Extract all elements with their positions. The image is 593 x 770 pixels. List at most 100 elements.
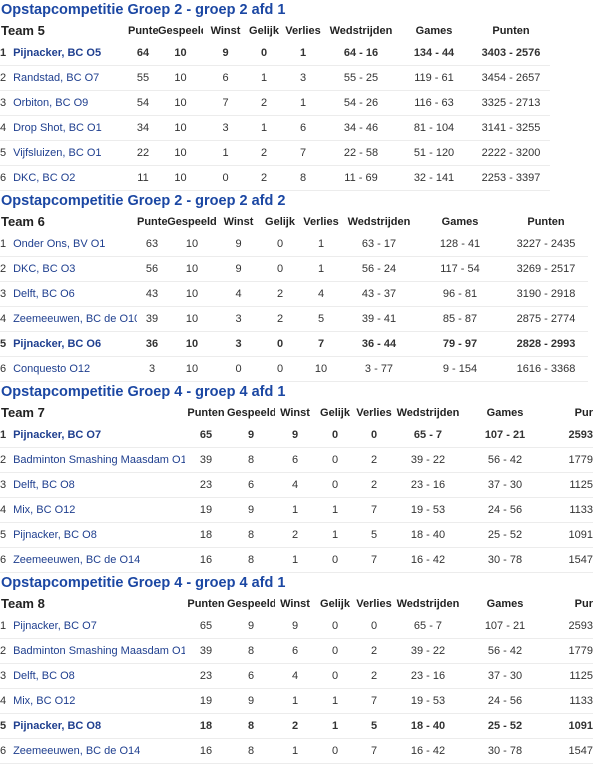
team-cell: 5 Pijnacker, BC O8 [0, 713, 185, 739]
rank-number: 3 [0, 670, 7, 682]
verlies-cell: 7 [280, 140, 326, 166]
team-link[interactable]: Pijnacker, BC O8 [13, 720, 102, 732]
team-cell: 5 Pijnacker, BC O6 [0, 331, 137, 357]
table-row: 5 Pijnacker, BC O8 18 8 2 1 5 18 - 40 25 - 52 10… [0, 713, 593, 739]
team-link[interactable]: Zeemeeuwen, BC de O14 [13, 745, 141, 757]
team-link[interactable]: Pijnacker, BC O5 [13, 47, 102, 59]
punten-cell: 54 [128, 90, 158, 116]
punten-cell: 63 [137, 232, 167, 257]
team-link[interactable]: Badminton Smashing Maasdam O1 [13, 645, 185, 657]
table-row: 2 DKC, BC O3 56 10 9 0 1 56 - 24 117 - 54 3269 -… [0, 256, 588, 282]
table-row: 6 Conquesto O12 3 10 0 0 10 3 - 77 9 - 154 1616 … [0, 356, 588, 382]
rank-number: 2 [0, 645, 7, 657]
team-cell: 5 Pijnacker, BC O8 [0, 522, 185, 548]
wedstrijden-cell: 64 - 16 [326, 41, 396, 66]
table-row: 4 Mix, BC O12 19 9 1 1 7 19 - 53 24 - 56 1133 [0, 688, 593, 714]
team-label: Team 6 [1, 214, 45, 229]
gelijk-cell: 2 [248, 140, 280, 166]
winst-cell: 4 [217, 281, 260, 307]
team-link[interactable]: Pijnacker, BC O8 [13, 529, 97, 541]
gespeeld-cell: 10 [167, 281, 217, 307]
gelijk-cell: 2 [248, 90, 280, 116]
wedstrijden-cell: 23 - 16 [393, 472, 463, 498]
competition-title[interactable]: Opstapcompetitie Groep 2 - groep 2 afd 2 [1, 193, 286, 209]
winst-cell: 4 [275, 663, 315, 689]
wedstrijden-cell: 19 - 53 [393, 688, 463, 714]
winst-cell: 1 [275, 547, 315, 573]
winst-cell: 7 [203, 90, 248, 116]
punten-cell: 65 [185, 423, 227, 448]
wedstrijden-cell: 65 - 7 [393, 423, 463, 448]
gespeeld-cell: 9 [227, 688, 275, 714]
column-header-punten: Punten [137, 215, 167, 228]
gespeeld-cell: 8 [227, 713, 275, 739]
winst-cell: 1 [275, 688, 315, 714]
team-link[interactable]: Drop Shot, BC O1 [13, 122, 102, 134]
team-link[interactable]: Delft, BC O6 [13, 288, 75, 300]
competition-title[interactable]: Opstapcompetitie Groep 2 - groep 2 afd 1 [1, 2, 286, 18]
gespeeld-cell: 6 [227, 663, 275, 689]
team-link[interactable]: Zeemeeuwen, BC de O10 [13, 313, 137, 325]
verlies-cell: 5 [355, 713, 393, 739]
team-link[interactable]: Pijnacker, BC O6 [13, 338, 102, 350]
team-link[interactable]: Mix, BC O12 [13, 504, 76, 516]
games-cell: 85 - 87 [416, 306, 504, 332]
rank-number: 1 [0, 47, 7, 59]
verlies-cell: 1 [300, 256, 342, 282]
punten-cell: 23 [185, 663, 227, 689]
team-link[interactable]: Delft, BC O8 [13, 479, 75, 491]
team-link[interactable]: Mix, BC O12 [13, 695, 76, 707]
gespeeld-cell: 10 [167, 232, 217, 257]
verlies-cell: 5 [300, 306, 342, 332]
team-link[interactable]: Orbiton, BC O9 [13, 97, 89, 109]
punten-cell: 18 [185, 522, 227, 548]
punten-cell: 56 [137, 256, 167, 282]
games-cell: 30 - 78 [463, 547, 547, 573]
team-link[interactable]: Onder Ons, BV O1 [13, 238, 106, 250]
gespeeld-cell: 10 [167, 256, 217, 282]
winst-cell: 3 [203, 115, 248, 141]
team-link[interactable]: Delft, BC O8 [13, 670, 75, 682]
games-cell: 9 - 154 [416, 356, 504, 382]
standings-table: Team 8 Punten Gespeeld Winst Gelijk Verlies We… [0, 593, 593, 764]
winst-cell: 9 [217, 256, 260, 282]
column-header-gespeeld: Gespeeld [158, 24, 203, 37]
wedstrijden-cell: 3 - 77 [342, 356, 416, 382]
team-link[interactable]: Vijfsluizen, BC O1 [13, 147, 102, 159]
rank-number: 5 [0, 147, 7, 159]
games-cell: 117 - 54 [416, 256, 504, 282]
gespeeld-cell: 10 [167, 331, 217, 357]
competition-title[interactable]: Opstapcompetitie Groep 4 - groep 4 afd 1 [1, 384, 286, 400]
verlies-cell: 7 [355, 497, 393, 523]
team-link[interactable]: Pijnacker, BC O7 [13, 429, 102, 441]
rank-number: 1 [0, 429, 7, 441]
games-cell: 25 - 52 [463, 522, 547, 548]
table-row: 1 Pijnacker, BC O7 65 9 9 0 0 65 - 7 107 - 21 25… [0, 423, 593, 448]
gespeeld-cell: 10 [158, 115, 203, 141]
rank-number: 4 [0, 504, 7, 516]
team-link[interactable]: DKC, BC O2 [13, 172, 76, 184]
gespeeld-cell: 6 [227, 472, 275, 498]
wedstrijden-cell: 65 - 7 [393, 614, 463, 639]
team-link[interactable]: Badminton Smashing Maasdam O1 [13, 454, 185, 466]
wedstrijden-cell: 39 - 22 [393, 638, 463, 664]
games-cell: 134 - 44 [396, 41, 472, 66]
wedstrijden-cell: 54 - 26 [326, 90, 396, 116]
rank-number: 3 [0, 479, 7, 491]
column-header-winst: Winst [280, 597, 310, 610]
team-link[interactable]: Conquesto O12 [13, 363, 91, 375]
punten-totaal-cell: 1547 [547, 738, 593, 764]
team-link[interactable]: Randstad, BC O7 [13, 72, 100, 84]
punten-totaal-cell: 3269 - 2517 [504, 256, 588, 282]
column-header-gelijk: Gelijk [320, 406, 350, 419]
column-header-wedstrijden: Wedstrijden [396, 597, 460, 610]
games-cell: 37 - 30 [463, 663, 547, 689]
table-row: 6 Zeemeeuwen, BC de O14 16 8 1 0 7 16 - 42 30 -… [0, 547, 593, 573]
gespeeld-cell: 10 [158, 165, 203, 191]
verlies-cell: 0 [355, 614, 393, 639]
team-link[interactable]: DKC, BC O3 [13, 263, 76, 275]
team-link[interactable]: Pijnacker, BC O7 [13, 620, 97, 632]
team-link[interactable]: Zeemeeuwen, BC de O14 [13, 554, 141, 566]
competition-title[interactable]: Opstapcompetitie Groep 4 - groep 4 afd 1 [1, 575, 286, 591]
punten-totaal-cell: 1779 [547, 447, 593, 473]
